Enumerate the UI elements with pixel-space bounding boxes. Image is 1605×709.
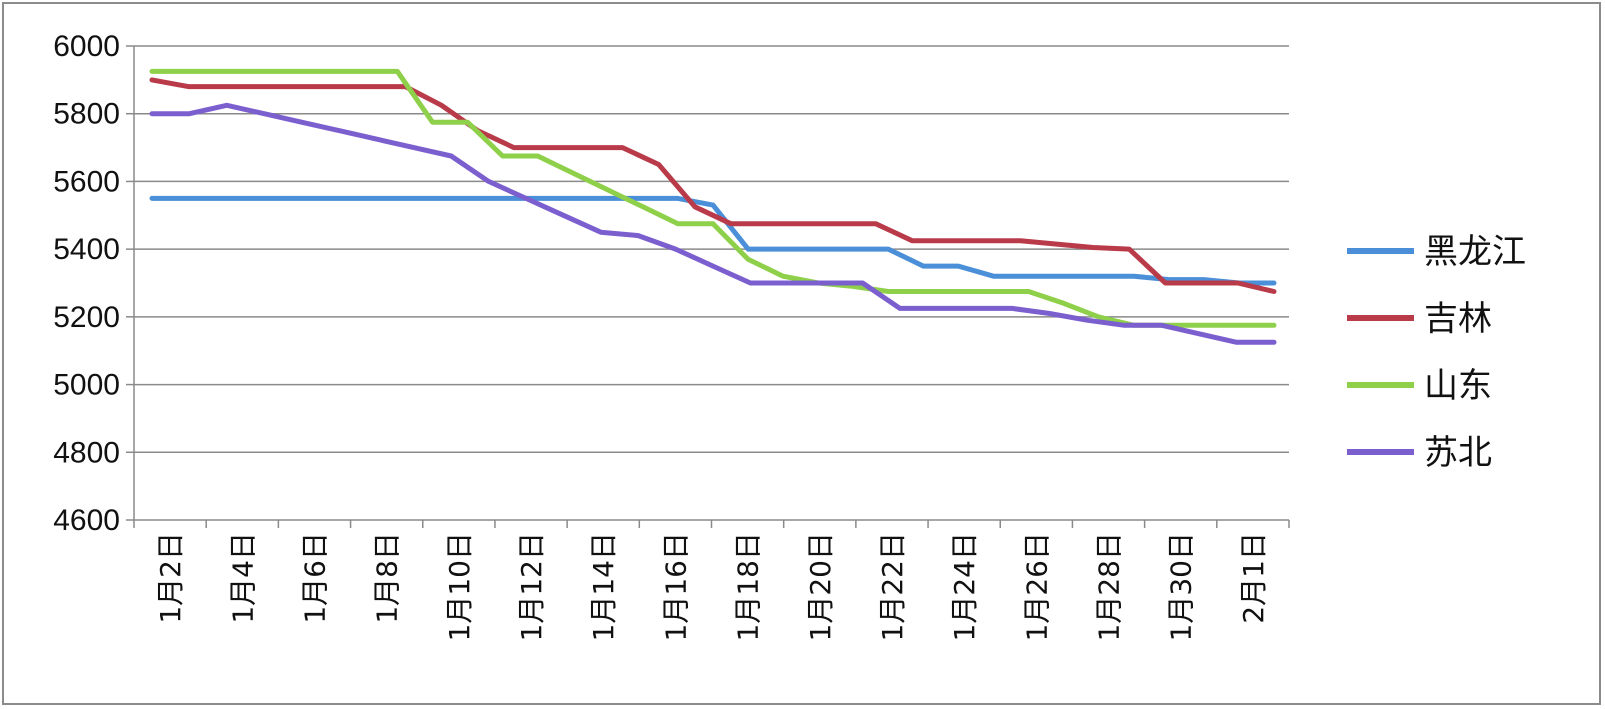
x-tick-label: 1月8日 — [371, 532, 404, 624]
x-tick-label: 1月30日 — [1165, 532, 1198, 641]
x-tick-label: 1月24日 — [948, 532, 981, 641]
x-tick-label: 1月22日 — [876, 532, 909, 641]
x-tick-label: 1月18日 — [732, 532, 765, 641]
x-tick-label: 2月1日 — [1237, 532, 1270, 624]
series-line-1 — [149, 77, 1277, 294]
y-tick-label: 5400 — [53, 233, 120, 266]
x-axis-ticks: 1月2日 1月4日 1月6日 1月8日 1月10日 1月12日 1月14日 1月16日 1月18… — [154, 532, 1270, 641]
series-line-2 — [149, 68, 1277, 328]
legend-label: 黑龙江 — [1424, 232, 1526, 272]
y-tick-label: 6000 — [53, 30, 120, 63]
y-tick-label: 4800 — [53, 436, 120, 469]
y-tick-label: 4600 — [53, 504, 120, 537]
gridlines — [134, 45, 1289, 454]
x-tick-label: 1月2日 — [154, 532, 187, 624]
y-axis-ticks: 4600 4800 5000 5200 5400 5600 5800 6000 — [53, 30, 120, 537]
x-tick-label: 1月6日 — [298, 532, 331, 624]
x-tick-label: 1月16日 — [659, 532, 692, 641]
y-tick-label: 5200 — [53, 301, 120, 334]
axes — [126, 45, 1290, 528]
series-lines — [149, 68, 1277, 345]
legend-label: 吉林 — [1424, 299, 1492, 339]
line-chart: 4600 4800 5000 5200 5400 5600 5800 6000 1月2日 1月4… — [53, 30, 1526, 641]
x-tick-label: 1月26日 — [1020, 532, 1053, 641]
y-tick-label: 5000 — [53, 369, 120, 402]
series-line-0 — [149, 195, 1277, 286]
x-tick-label: 1月20日 — [804, 532, 837, 641]
x-tick-label: 1月14日 — [587, 532, 620, 641]
x-tick-label: 1月4日 — [226, 532, 259, 624]
x-tick-label: 1月28日 — [1093, 532, 1126, 641]
x-tick-label: 1月12日 — [515, 532, 548, 641]
x-tick-label: 1月10日 — [443, 532, 476, 641]
legend-label: 山东 — [1424, 366, 1492, 406]
series-line-3 — [149, 102, 1277, 345]
legend-label: 苏北 — [1424, 433, 1492, 473]
y-tick-label: 5800 — [53, 98, 120, 131]
y-tick-label: 5600 — [53, 165, 120, 198]
